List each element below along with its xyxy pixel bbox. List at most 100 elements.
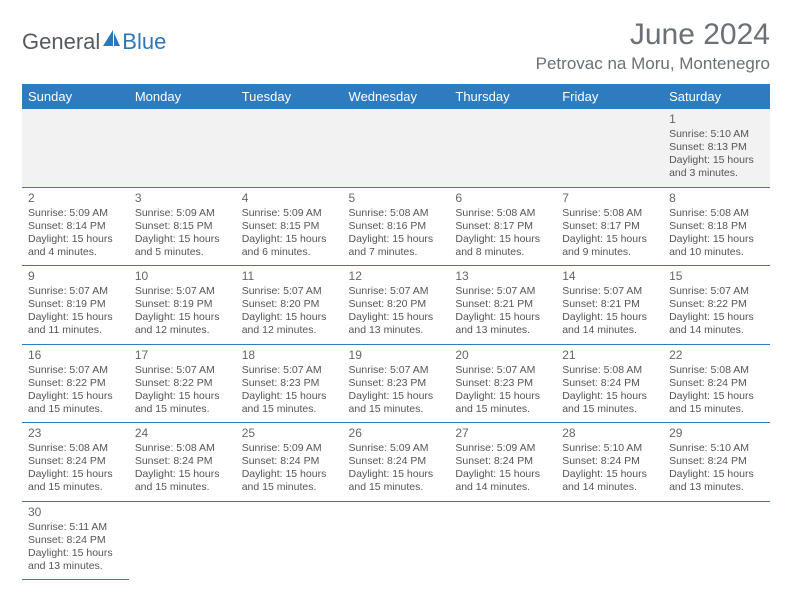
sunrise-label: Sunrise: 5:08 AM [28,442,123,455]
sunset-label: Sunset: 8:15 PM [135,220,230,233]
calendar-day-cell: 24Sunrise: 5:08 AMSunset: 8:24 PMDayligh… [129,423,236,502]
sunset-label: Sunset: 8:24 PM [242,455,337,468]
calendar-table: SundayMondayTuesdayWednesdayThursdayFrid… [22,84,770,580]
day-number: 21 [562,348,657,363]
day-info: Sunrise: 5:08 AMSunset: 8:24 PMDaylight:… [562,364,657,417]
sunset-label: Sunset: 8:15 PM [242,220,337,233]
sunrise-label: Sunrise: 5:07 AM [349,285,444,298]
day-info: Sunrise: 5:08 AMSunset: 8:24 PMDaylight:… [669,364,764,417]
sunrise-label: Sunrise: 5:08 AM [135,442,230,455]
sunset-label: Sunset: 8:20 PM [242,298,337,311]
calendar-day-cell [449,109,556,187]
location-label: Petrovac na Moru, Montenegro [536,54,770,74]
sunrise-label: Sunrise: 5:09 AM [242,207,337,220]
calendar-day-cell [129,109,236,187]
sunrise-label: Sunrise: 5:08 AM [562,207,657,220]
daylight-label: Daylight: 15 hours and 14 minutes. [562,311,657,337]
day-info: Sunrise: 5:07 AMSunset: 8:21 PMDaylight:… [562,285,657,338]
sunset-label: Sunset: 8:22 PM [135,377,230,390]
day-number: 4 [242,191,337,206]
day-number: 6 [455,191,550,206]
calendar-day-cell [129,501,236,580]
calendar-day-cell: 30Sunrise: 5:11 AMSunset: 8:24 PMDayligh… [22,501,129,580]
daylight-label: Daylight: 15 hours and 13 minutes. [349,311,444,337]
day-number: 30 [28,505,123,520]
calendar-day-cell: 3Sunrise: 5:09 AMSunset: 8:15 PMDaylight… [129,187,236,266]
day-number: 5 [349,191,444,206]
logo-text-general: General [22,29,100,55]
day-number: 23 [28,426,123,441]
sunset-label: Sunset: 8:24 PM [669,455,764,468]
daylight-label: Daylight: 15 hours and 7 minutes. [349,233,444,259]
daylight-label: Daylight: 15 hours and 15 minutes. [135,390,230,416]
day-number: 12 [349,269,444,284]
sunrise-label: Sunrise: 5:09 AM [242,442,337,455]
daylight-label: Daylight: 15 hours and 15 minutes. [669,390,764,416]
sunrise-label: Sunrise: 5:07 AM [242,285,337,298]
sunset-label: Sunset: 8:17 PM [562,220,657,233]
sunrise-label: Sunrise: 5:07 AM [28,285,123,298]
weekday-header: Thursday [449,84,556,109]
day-info: Sunrise: 5:08 AMSunset: 8:24 PMDaylight:… [28,442,123,495]
sunrise-label: Sunrise: 5:09 AM [349,442,444,455]
daylight-label: Daylight: 15 hours and 13 minutes. [455,311,550,337]
day-info: Sunrise: 5:07 AMSunset: 8:23 PMDaylight:… [455,364,550,417]
daylight-label: Daylight: 15 hours and 12 minutes. [242,311,337,337]
sunrise-label: Sunrise: 5:07 AM [669,285,764,298]
daylight-label: Daylight: 15 hours and 15 minutes. [28,390,123,416]
day-number: 28 [562,426,657,441]
day-info: Sunrise: 5:09 AMSunset: 8:24 PMDaylight:… [349,442,444,495]
daylight-label: Daylight: 15 hours and 11 minutes. [28,311,123,337]
day-info: Sunrise: 5:07 AMSunset: 8:19 PMDaylight:… [28,285,123,338]
daylight-label: Daylight: 15 hours and 15 minutes. [135,468,230,494]
day-info: Sunrise: 5:07 AMSunset: 8:22 PMDaylight:… [135,364,230,417]
sunset-label: Sunset: 8:22 PM [28,377,123,390]
day-info: Sunrise: 5:08 AMSunset: 8:18 PMDaylight:… [669,207,764,260]
daylight-label: Daylight: 15 hours and 3 minutes. [669,154,764,180]
calendar-day-cell: 4Sunrise: 5:09 AMSunset: 8:15 PMDaylight… [236,187,343,266]
daylight-label: Daylight: 15 hours and 14 minutes. [455,468,550,494]
daylight-label: Daylight: 15 hours and 8 minutes. [455,233,550,259]
day-info: Sunrise: 5:07 AMSunset: 8:19 PMDaylight:… [135,285,230,338]
daylight-label: Daylight: 15 hours and 15 minutes. [242,390,337,416]
daylight-label: Daylight: 15 hours and 13 minutes. [28,547,123,573]
calendar-day-cell: 28Sunrise: 5:10 AMSunset: 8:24 PMDayligh… [556,423,663,502]
daylight-label: Daylight: 15 hours and 15 minutes. [562,390,657,416]
daylight-label: Daylight: 15 hours and 13 minutes. [669,468,764,494]
weekday-header: Tuesday [236,84,343,109]
calendar-day-cell [22,109,129,187]
sunrise-label: Sunrise: 5:07 AM [455,364,550,377]
sunset-label: Sunset: 8:23 PM [349,377,444,390]
calendar-day-cell: 9Sunrise: 5:07 AMSunset: 8:19 PMDaylight… [22,266,129,345]
day-info: Sunrise: 5:07 AMSunset: 8:22 PMDaylight:… [669,285,764,338]
calendar-day-cell: 17Sunrise: 5:07 AMSunset: 8:22 PMDayligh… [129,344,236,423]
calendar-day-cell: 15Sunrise: 5:07 AMSunset: 8:22 PMDayligh… [663,266,770,345]
daylight-label: Daylight: 15 hours and 4 minutes. [28,233,123,259]
day-info: Sunrise: 5:10 AMSunset: 8:24 PMDaylight:… [669,442,764,495]
sunset-label: Sunset: 8:13 PM [669,141,764,154]
calendar-day-cell: 5Sunrise: 5:08 AMSunset: 8:16 PMDaylight… [343,187,450,266]
daylight-label: Daylight: 15 hours and 12 minutes. [135,311,230,337]
calendar-day-cell: 12Sunrise: 5:07 AMSunset: 8:20 PMDayligh… [343,266,450,345]
weekday-header: Sunday [22,84,129,109]
calendar-day-cell: 20Sunrise: 5:07 AMSunset: 8:23 PMDayligh… [449,344,556,423]
day-info: Sunrise: 5:07 AMSunset: 8:20 PMDaylight:… [349,285,444,338]
calendar-week-row: 2Sunrise: 5:09 AMSunset: 8:14 PMDaylight… [22,187,770,266]
sail-icon [100,28,122,55]
calendar-day-cell: 1Sunrise: 5:10 AMSunset: 8:13 PMDaylight… [663,109,770,187]
day-number: 14 [562,269,657,284]
day-number: 19 [349,348,444,363]
daylight-label: Daylight: 15 hours and 9 minutes. [562,233,657,259]
day-number: 13 [455,269,550,284]
sunrise-label: Sunrise: 5:09 AM [135,207,230,220]
day-number: 18 [242,348,337,363]
daylight-label: Daylight: 15 hours and 6 minutes. [242,233,337,259]
sunset-label: Sunset: 8:24 PM [669,377,764,390]
calendar-day-cell [449,501,556,580]
day-number: 17 [135,348,230,363]
daylight-label: Daylight: 15 hours and 15 minutes. [349,390,444,416]
calendar-day-cell: 10Sunrise: 5:07 AMSunset: 8:19 PMDayligh… [129,266,236,345]
day-info: Sunrise: 5:08 AMSunset: 8:24 PMDaylight:… [135,442,230,495]
calendar-day-cell: 19Sunrise: 5:07 AMSunset: 8:23 PMDayligh… [343,344,450,423]
calendar-day-cell [663,501,770,580]
